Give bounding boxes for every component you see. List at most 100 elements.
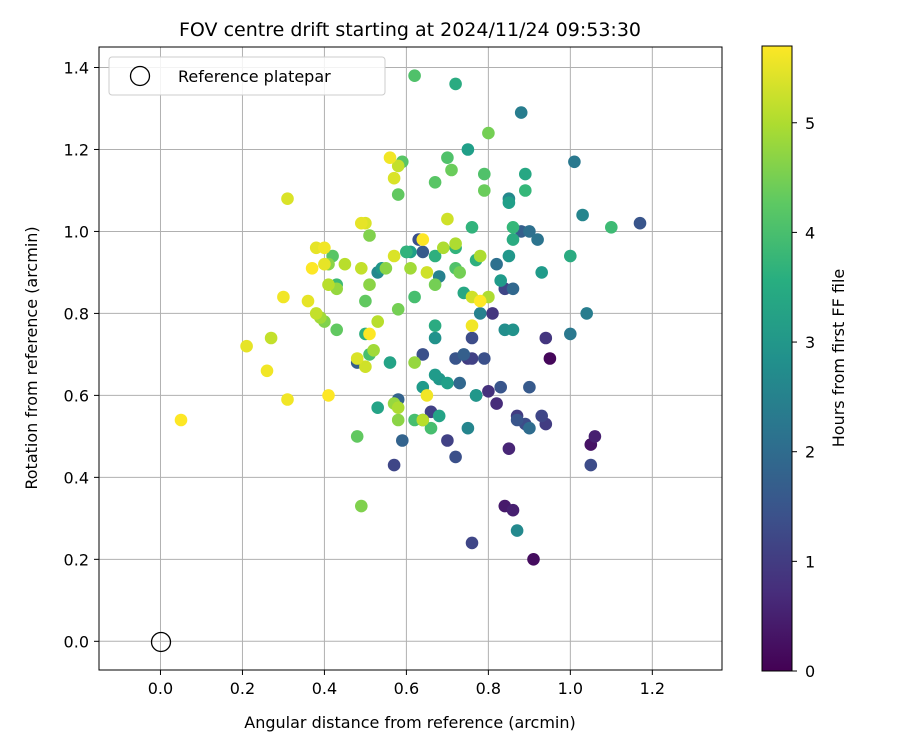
data-point <box>502 442 516 456</box>
data-point <box>408 290 421 304</box>
data-point <box>465 221 479 234</box>
data-point <box>633 216 647 230</box>
data-point <box>408 69 421 82</box>
data-point <box>416 245 430 259</box>
data-point <box>396 434 409 447</box>
data-point <box>502 196 516 209</box>
data-point <box>383 356 397 369</box>
y-tick-label: 0.6 <box>64 386 89 405</box>
data-point <box>564 249 577 263</box>
data-point <box>404 262 417 275</box>
data-point <box>543 352 557 365</box>
data-point <box>449 450 462 464</box>
plot-frame <box>98 46 723 671</box>
data-point <box>355 499 368 513</box>
data-point <box>506 282 520 296</box>
data-point <box>363 278 376 292</box>
data-point <box>359 294 372 308</box>
data-point <box>428 368 442 382</box>
data-point <box>506 233 520 246</box>
x-axis-label: Angular distance from reference (arcmin) <box>244 713 575 732</box>
data-point <box>318 241 331 255</box>
data-point <box>494 380 508 394</box>
data-point <box>322 278 335 292</box>
colorbar-tick-label: 3 <box>805 333 815 352</box>
data-point <box>523 380 536 394</box>
data-point <box>605 221 618 234</box>
x-axis-ticks: 0.0 0.2 0.4 0.6 0.8 1.0 1.2 <box>148 670 665 698</box>
data-point <box>453 266 467 279</box>
data-point <box>387 458 401 472</box>
data-point <box>478 184 491 197</box>
data-point <box>519 167 532 181</box>
data-point <box>277 290 290 304</box>
data-point <box>469 389 483 402</box>
x-tick-label: 0.0 <box>148 679 173 698</box>
data-point <box>523 421 536 435</box>
data-point <box>318 257 331 271</box>
colorbar-tick-label: 0 <box>805 662 815 681</box>
data-point <box>174 413 188 427</box>
data-point <box>350 430 364 443</box>
data-point <box>506 323 520 337</box>
data-point <box>350 352 364 365</box>
data-point <box>379 262 393 275</box>
data-point <box>391 159 405 173</box>
reference-point-marker <box>150 631 172 653</box>
data-point <box>473 294 487 308</box>
data-point <box>478 352 491 365</box>
data-point <box>494 274 508 287</box>
data-point <box>523 225 536 238</box>
colorbar-tick-label: 5 <box>805 114 815 133</box>
data-point <box>461 421 475 435</box>
data-point <box>264 331 278 345</box>
x-tick-label: 0.4 <box>312 679 337 698</box>
data-point <box>428 176 442 189</box>
data-point <box>281 393 294 406</box>
data-point <box>486 307 499 320</box>
legend: Reference platepar <box>108 56 386 96</box>
data-point <box>416 348 430 361</box>
data-point <box>441 434 454 447</box>
y-axis-label: Rotation from reference (arcmin) <box>22 226 41 489</box>
data-point <box>445 163 458 177</box>
x-tick-label: 0.2 <box>230 679 255 698</box>
data-point <box>355 262 368 275</box>
data-point <box>457 348 471 361</box>
data-point <box>482 385 495 398</box>
data-point <box>539 331 553 345</box>
data-point <box>391 303 405 316</box>
data-point <box>420 389 434 402</box>
data-point <box>473 249 487 263</box>
data-point <box>478 167 491 181</box>
data-point <box>441 212 454 226</box>
data-point <box>338 257 352 271</box>
data-point <box>510 524 524 537</box>
data-point <box>465 536 479 550</box>
y-tick-label: 0.4 <box>64 468 89 487</box>
colorbar-ticks: 0 1 2 3 4 5 <box>792 114 815 681</box>
data-point <box>588 430 602 443</box>
data-point <box>510 413 524 427</box>
data-point <box>391 401 405 415</box>
data-point <box>387 249 401 263</box>
data-point <box>400 245 413 259</box>
data-point <box>387 171 401 185</box>
data-point <box>424 421 438 435</box>
chart-title: FOV centre drift starting at 2024/11/24 … <box>179 19 641 41</box>
data-point <box>416 413 430 427</box>
data-point <box>490 257 503 271</box>
data-point <box>363 327 376 341</box>
data-points <box>174 69 647 566</box>
data-point <box>416 233 430 246</box>
colorbar-tick-label: 1 <box>805 552 815 571</box>
data-point <box>428 319 442 333</box>
y-tick-label: 1.4 <box>64 58 89 77</box>
data-point <box>449 77 462 91</box>
data-point <box>432 409 446 423</box>
y-tick-label: 1.2 <box>64 140 89 159</box>
data-point <box>482 126 495 140</box>
legend-marker-icon <box>129 65 151 87</box>
y-axis-ticks: 0.0 0.2 0.4 0.6 0.8 1.0 1.2 1.4 <box>64 58 99 651</box>
